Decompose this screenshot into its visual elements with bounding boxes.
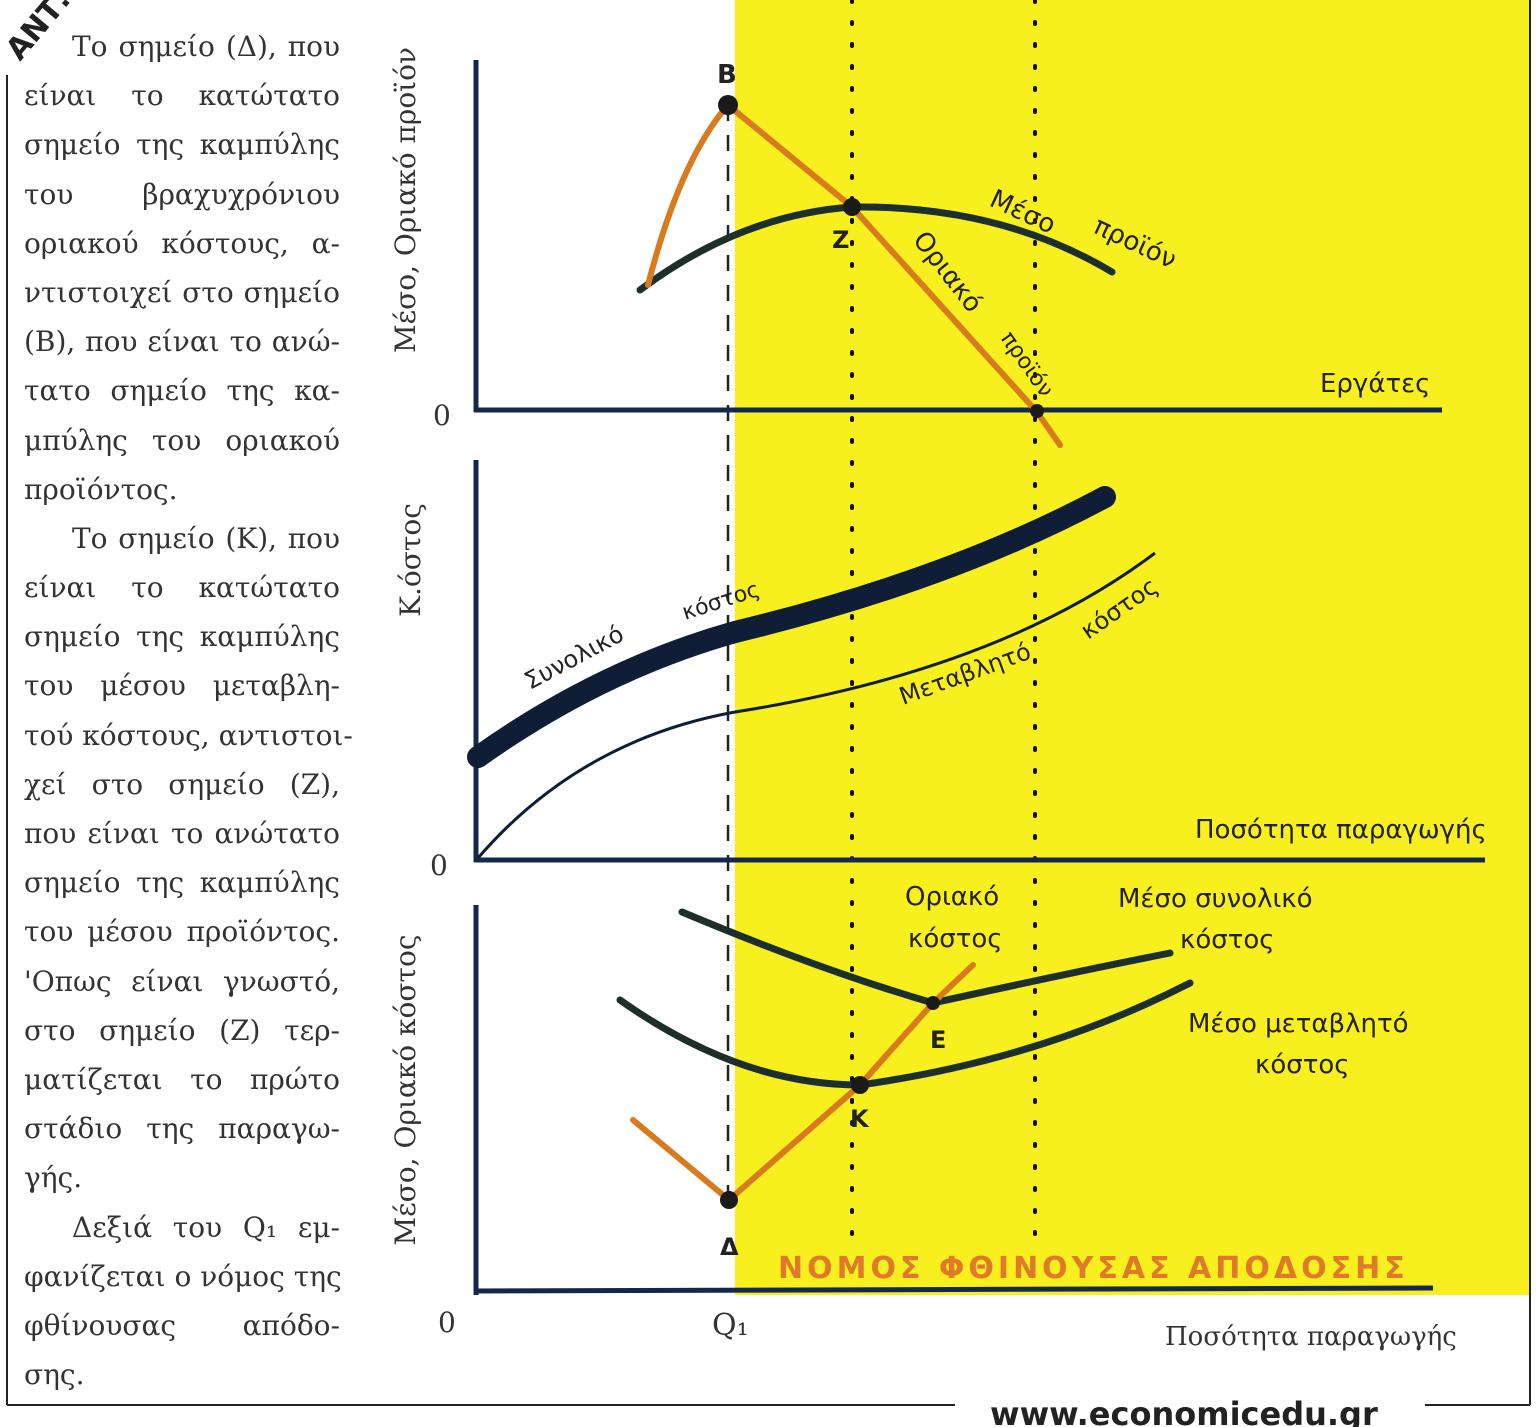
paragraph-line: φανίζεται ο νόμος της	[24, 1259, 342, 1293]
paragraph-line: τού κόστους, αντιστοι-	[24, 718, 353, 752]
paragraph-line: του βραχυχρόνιου	[24, 177, 340, 211]
top-x-label: Εργάτες	[1320, 369, 1430, 399]
paragraph-line: μπύλης του οριακού	[24, 423, 340, 457]
paragraph-line: Το σημείο (Κ), που	[72, 521, 340, 555]
point-z-label: Z	[832, 226, 849, 254]
marginal-cost-label-1: Οριακό	[905, 882, 999, 912]
paragraph-line: προϊόντος.	[24, 472, 178, 506]
paragraph-line: του μέσου μεταβλη-	[24, 669, 340, 703]
paragraph-line: σημείο της καμπύλης	[24, 128, 340, 162]
paragraph-line: ντιστοιχεί στο σημείο	[24, 275, 340, 309]
middle-y-label: Κ.όστος	[394, 503, 427, 617]
diminishing-returns-law: ΝΟΜΟΣ ΦΘΙΝΟΥΣΑΣ ΑΠΟΔΟΣΗΣ	[778, 1251, 1409, 1286]
paragraph-line: σημείο της καμπύλης	[24, 866, 340, 900]
average-total-cost-label-2: κόστος	[1180, 925, 1275, 955]
paragraph-line: 'Οπως είναι γνωστό,	[24, 964, 340, 998]
middle-origin: 0	[430, 849, 448, 882]
paragraph-line: είναι το κατώτατο	[24, 79, 340, 113]
top-origin: 0	[433, 399, 451, 432]
point-delta-label: Δ	[720, 1233, 739, 1261]
bottom-x-axis	[473, 1285, 1434, 1294]
stamp: ΑΝΤ. Σ	[0, 0, 98, 67]
average-variable-cost-label-1: Μέσο μεταβλητό	[1188, 1009, 1409, 1039]
bottom-x-label: Ποσότητα παραγωγής	[1165, 1322, 1457, 1352]
q1-label: Q₁	[712, 1308, 749, 1343]
average-total-cost-label-1: Μέσο συνολικό	[1118, 884, 1313, 914]
middle-x-label: Ποσότητα παραγωγής	[1195, 815, 1487, 845]
variable-cost-curve	[476, 551, 1156, 859]
paragraph-line: που είναι το ανώτατο	[24, 817, 340, 850]
marginal-cost-label-2: κόστος	[908, 924, 1003, 954]
mp-zero-marker	[1030, 404, 1044, 418]
point-b-label: B	[717, 60, 737, 90]
point-k-label: K	[850, 1105, 870, 1133]
paragraph-line: γής.	[24, 1161, 83, 1195]
average-variable-cost-label-2: κόστος	[1255, 1050, 1350, 1080]
paragraph-line: του μέσου προϊόντος.	[24, 915, 340, 949]
paragraph-line: ματίζεται το πρώτο	[24, 1062, 340, 1096]
point-e-marker	[926, 996, 940, 1010]
paragraph-line: τατο σημείο της κα-	[24, 374, 340, 408]
paragraph-line: φθίνουσας απόδο-	[24, 1308, 340, 1342]
point-k-marker	[851, 1076, 869, 1094]
top-y-label: Μέσο, Οριακό προϊόν	[389, 47, 422, 353]
paragraph-line: Το σημείο (Δ), που	[72, 30, 340, 63]
paragraph-line: στάδιο της παραγω-	[24, 1112, 340, 1146]
point-e-label: E	[930, 1026, 946, 1054]
paragraph-line: στο σημείο (Ζ) τερ-	[24, 1013, 340, 1047]
bottom-y-label: Μέσο, Οριακό κόστος	[389, 934, 422, 1245]
website-footer[interactable]: www.economicedu.gr	[990, 1395, 1378, 1427]
paragraph-line: χεί στο σημείο (Ζ),	[24, 767, 340, 801]
explanatory-paragraph: Το σημείο (Δ), που είναι το κατώτατο σημεί…	[24, 22, 353, 1399]
paragraph-line: είναι το κατώτατο	[24, 571, 340, 605]
total-cost-curve	[467, 486, 1116, 768]
paragraph-line: Δεξιά του Q₁ εμ-	[72, 1210, 340, 1244]
bottom-origin: 0	[438, 1306, 456, 1339]
point-z-marker	[843, 198, 861, 216]
paragraph-line: σης.	[24, 1358, 85, 1392]
paragraph-line: σημείο της καμπύλης	[24, 620, 340, 654]
paragraph-line: (Β), που είναι το ανώ-	[24, 325, 340, 359]
point-b-marker	[718, 95, 738, 115]
highlight-region	[735, 0, 1530, 1295]
paragraph-line: οριακού κόστους, α-	[24, 226, 340, 260]
point-delta-marker	[720, 1191, 738, 1209]
